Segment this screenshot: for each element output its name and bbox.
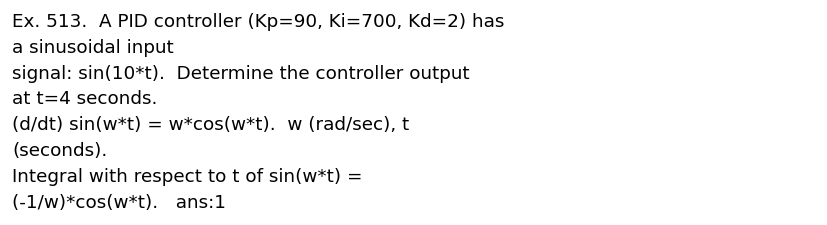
Text: at t=4 seconds.: at t=4 seconds. xyxy=(12,90,157,108)
Text: (d/dt) sin(w*t) = w*cos(w*t).  w (rad/sec), t: (d/dt) sin(w*t) = w*cos(w*t). w (rad/sec… xyxy=(12,116,409,134)
Text: (-1/w)*cos(w*t).   ans:1: (-1/w)*cos(w*t). ans:1 xyxy=(12,193,226,211)
Text: signal: sin(10*t).  Determine the controller output: signal: sin(10*t). Determine the control… xyxy=(12,64,469,82)
Text: a sinusoidal input: a sinusoidal input xyxy=(12,39,174,56)
Text: Ex. 513.  A PID controller (Kp=90, Ki=700, Kd=2) has: Ex. 513. A PID controller (Kp=90, Ki=700… xyxy=(12,13,504,31)
Text: (seconds).: (seconds). xyxy=(12,141,108,159)
Text: Integral with respect to t of sin(w*t) =: Integral with respect to t of sin(w*t) = xyxy=(12,167,362,185)
